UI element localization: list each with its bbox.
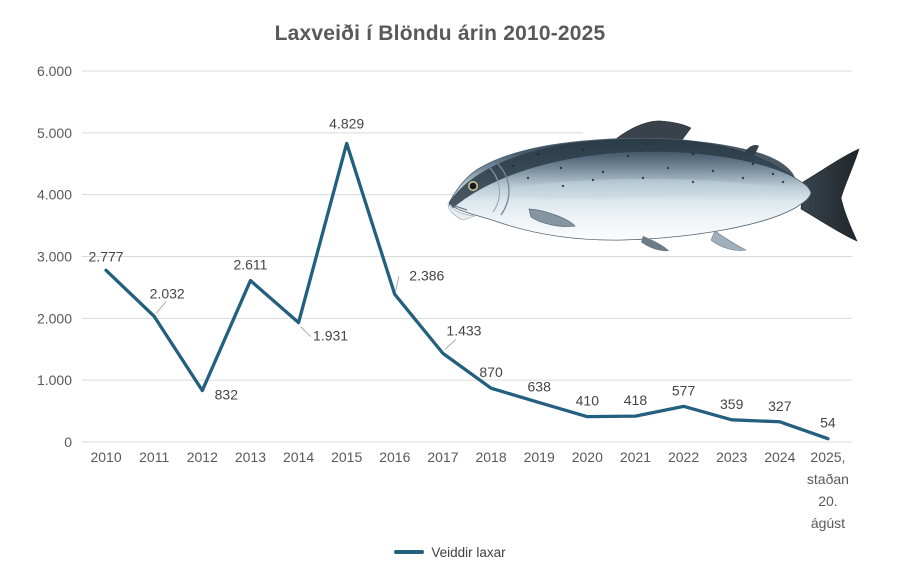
label-leader-line [444, 339, 457, 350]
x-axis-tick-label: 2013 [235, 449, 266, 465]
x-axis-tick-label: 2021 [620, 449, 651, 465]
fish-eye [469, 182, 477, 190]
data-point-label: 327 [768, 398, 792, 414]
fish-mouth [448, 203, 468, 211]
x-axis-tick-label: 2023 [716, 449, 747, 465]
y-axis-tick-label: 3.000 [37, 249, 72, 265]
y-axis-tick-label: 4.000 [37, 187, 72, 203]
fish-jaw [447, 203, 476, 221]
pectoral-fin [528, 208, 576, 227]
data-point-label: 2.611 [233, 257, 267, 273]
data-point-label: 359 [720, 396, 744, 412]
data-point-label: 4.829 [329, 115, 364, 131]
x-axis-tick-label: 2025, staðan 20. ágúst [807, 449, 849, 531]
data-point-label: 638 [528, 379, 552, 395]
anal-fin [710, 230, 747, 251]
x-axis-tick-label: 2020 [572, 449, 603, 465]
data-point-label: 2.777 [89, 248, 124, 264]
data-point-label: 577 [672, 382, 696, 398]
data-point-label: 2.386 [409, 267, 444, 283]
fish-speckles [511, 142, 785, 188]
x-axis-tick-label: 2024 [764, 449, 795, 465]
fish-back-shading [449, 138, 795, 208]
data-line [104, 141, 830, 441]
y-axis-tick-label: 0 [64, 434, 72, 450]
x-axis-tick-label: 2017 [427, 449, 458, 465]
y-axis-tick-label: 5.000 [37, 125, 72, 141]
data-point-label: 418 [624, 392, 648, 408]
x-axis-tick-label: 2010 [90, 449, 121, 465]
x-axis-tick-label: 2019 [524, 449, 555, 465]
data-point-label: 832 [215, 387, 239, 403]
y-axis-tick-label: 2.000 [37, 310, 72, 326]
data-point-label: 54 [820, 415, 836, 431]
fish-sheen [483, 178, 783, 198]
salmon-image [447, 120, 860, 252]
x-axis-tick-label: 2012 [187, 449, 218, 465]
legend-line-swatch [394, 550, 425, 554]
y-axis-tick-label: 1.000 [37, 372, 72, 388]
data-point-label: 2.032 [150, 285, 185, 301]
label-leader-line [300, 326, 311, 337]
tail-fin [800, 148, 860, 242]
label-leader-line [155, 301, 167, 314]
x-axis-tick-label: 2016 [379, 449, 410, 465]
data-point-label: 1.433 [446, 322, 481, 338]
gill-cover-inner [489, 167, 500, 213]
gill-cover [497, 163, 510, 216]
data-point-label: 870 [479, 364, 503, 380]
label-leader-line [395, 276, 400, 291]
pelvic-fin [641, 236, 669, 252]
x-axis-tick-label: 2011 [139, 449, 169, 465]
y-axis-tick-label: 6.000 [37, 63, 72, 79]
chart-title: Laxveiði í Blöndu árin 2010-2025 [274, 22, 606, 45]
x-axis-tick-label: 2014 [283, 449, 314, 465]
data-point-label: 1.931 [313, 328, 348, 344]
legend: Veiddir laxar [0, 540, 900, 564]
x-axis-tick-label: 2022 [668, 449, 699, 465]
data-point-label: 410 [576, 393, 600, 409]
x-axis-tick-label: 2018 [475, 449, 506, 465]
x-axis-tick-label: 2015 [331, 449, 362, 465]
legend-label: Veiddir laxar [431, 544, 506, 560]
